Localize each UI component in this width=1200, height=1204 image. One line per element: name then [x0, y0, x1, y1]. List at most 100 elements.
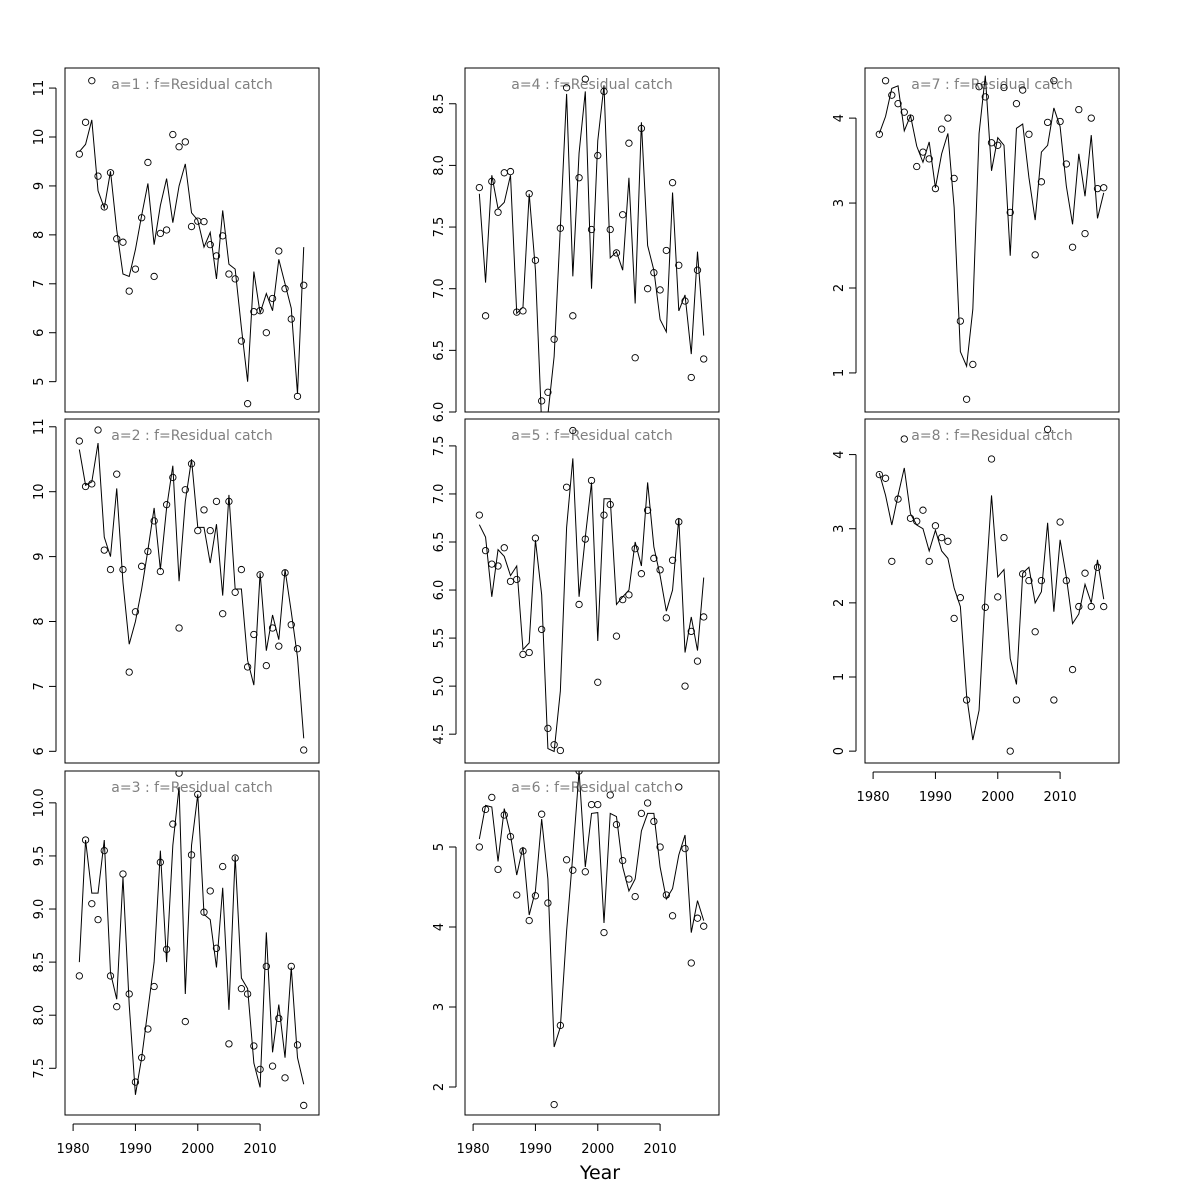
data-point — [206, 240, 214, 249]
y-tick-label: 7 — [32, 280, 47, 288]
data-point — [606, 225, 614, 234]
data-point — [287, 315, 295, 323]
plot-area — [75, 771, 308, 1110]
data-point — [575, 174, 583, 182]
data-point — [656, 566, 664, 574]
data-point — [175, 624, 183, 632]
data-point — [581, 868, 589, 876]
y-tick-label: 8.0 — [32, 1005, 47, 1026]
y-tick-label: 10 — [32, 129, 47, 146]
y-tick-label: 10 — [32, 483, 47, 500]
data-point — [506, 167, 515, 176]
data-point — [668, 912, 677, 920]
data-point — [175, 771, 183, 777]
plot-frame — [864, 418, 1120, 764]
y-tick-label: 5.5 — [432, 628, 447, 649]
data-point — [693, 914, 702, 922]
data-point — [513, 575, 521, 584]
data-point — [625, 139, 633, 147]
data-point — [144, 1025, 152, 1033]
panel: a=3 : f=Residual catch 7.5 8.0 8.5 9.0 9.5 10.… — [32, 770, 320, 1157]
panel: a=8 : f=Residual catch 0 1 2 3 4 1980 1990 2000 2… — [832, 418, 1120, 805]
data-point — [1012, 100, 1021, 108]
panel-title: a=2 : f=Residual catch — [111, 428, 272, 444]
data-point — [675, 783, 683, 791]
data-point — [256, 307, 264, 315]
data-point — [931, 522, 940, 530]
data-point — [538, 625, 546, 634]
data-point — [987, 139, 996, 147]
data-point — [619, 211, 627, 219]
data-point — [1025, 576, 1033, 585]
fit-line — [878, 75, 1105, 369]
plot-area — [475, 771, 708, 1109]
data-point — [944, 114, 952, 122]
data-point — [212, 497, 221, 506]
data-point — [938, 533, 946, 542]
plot-frame — [64, 67, 320, 413]
data-point — [1068, 665, 1077, 674]
y-tick-label: 8 — [32, 617, 47, 625]
data-point — [1087, 114, 1095, 122]
data-point — [219, 862, 227, 871]
data-point — [668, 556, 677, 564]
data-point — [881, 474, 890, 482]
data-point — [156, 858, 165, 866]
x-tick-label: 1980 — [57, 1142, 90, 1157]
plot-area — [475, 426, 708, 755]
x-tick-label: 2000 — [981, 790, 1014, 805]
data-point — [562, 483, 571, 491]
data-point — [494, 208, 502, 216]
data-point — [293, 645, 302, 653]
panel-title: a=5 : f=Residual catch — [511, 428, 672, 444]
data-point — [1000, 83, 1008, 92]
data-point — [900, 435, 908, 443]
data-point — [981, 93, 989, 101]
data-point — [900, 108, 908, 116]
y-tick-label: 6.0 — [432, 402, 447, 423]
data-point — [113, 235, 121, 243]
data-point — [231, 588, 239, 596]
data-point — [150, 272, 158, 281]
y-tick-label: 6.0 — [432, 580, 447, 601]
data-point — [981, 603, 989, 611]
data-point — [162, 945, 171, 954]
panel: a=2 : f=Residual catch 6 7 8 9 10 11 — [32, 418, 320, 764]
fit-line — [878, 467, 1105, 741]
data-point — [594, 151, 602, 160]
data-point — [956, 317, 965, 325]
data-point — [919, 506, 927, 514]
y-tick-label: 3 — [832, 525, 847, 533]
data-point — [562, 84, 571, 92]
panel-title: a=7 : f=Residual catch — [911, 77, 1072, 93]
x-tick-label: 1990 — [519, 1142, 552, 1157]
data-point — [181, 1017, 189, 1026]
data-point — [100, 546, 108, 554]
data-point — [606, 791, 614, 799]
data-point — [237, 565, 246, 574]
plot-frame — [64, 770, 320, 1116]
data-point — [525, 648, 533, 657]
y-tick-label: 9 — [32, 182, 47, 190]
data-point — [1081, 229, 1089, 238]
data-point — [881, 77, 890, 85]
data-point — [994, 593, 1002, 601]
plot-frame — [464, 418, 720, 764]
data-point — [1000, 533, 1008, 542]
data-point — [687, 373, 695, 382]
data-point — [538, 397, 546, 405]
fit-line — [78, 442, 305, 739]
y-tick-label: 2 — [832, 599, 847, 607]
data-point — [969, 360, 977, 369]
y-tick-label: 2 — [832, 284, 847, 292]
panel: a=4 : f=Residual catch 6.0 6.5 7.0 7.5 8.0 8.5 — [432, 67, 720, 423]
y-tick-label: 3 — [432, 1003, 447, 1011]
data-point — [262, 962, 270, 971]
data-point — [225, 1040, 233, 1048]
data-point — [237, 985, 246, 993]
y-tick-label: 6 — [32, 329, 47, 337]
panel: a=5 : f=Residual catch 4.5 5.0 5.5 6.0 6.5 7.0… — [432, 418, 720, 764]
data-point — [668, 179, 677, 187]
data-point — [631, 354, 639, 362]
